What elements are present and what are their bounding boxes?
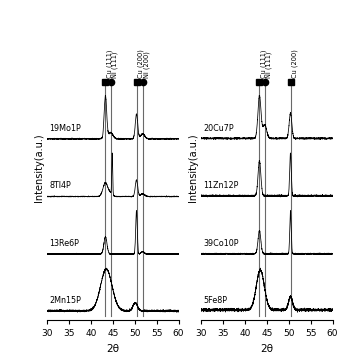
Y-axis label: Intensity(a.u.): Intensity(a.u.) xyxy=(34,133,44,201)
Text: 2Mn15P: 2Mn15P xyxy=(49,296,81,306)
Text: 11Zn12P: 11Zn12P xyxy=(203,181,238,190)
Text: 5Fe8P: 5Fe8P xyxy=(203,296,227,306)
Text: 8TI4P: 8TI4P xyxy=(49,181,71,190)
X-axis label: 2θ: 2θ xyxy=(260,344,273,352)
Text: Ni (111): Ni (111) xyxy=(111,52,118,78)
Text: 19Mo1P: 19Mo1P xyxy=(49,124,81,133)
X-axis label: 2θ: 2θ xyxy=(106,344,119,352)
Text: 13Re6P: 13Re6P xyxy=(49,239,79,248)
Text: 20Cu7P: 20Cu7P xyxy=(203,124,233,133)
Text: 39Co10P: 39Co10P xyxy=(203,239,238,248)
Text: Ni (200): Ni (200) xyxy=(143,52,150,78)
Text: Cu (111): Cu (111) xyxy=(260,50,267,78)
Text: Cu (200): Cu (200) xyxy=(291,50,298,78)
Text: Cu (200): Cu (200) xyxy=(137,50,144,78)
Y-axis label: Intensity(a.u.): Intensity(a.u.) xyxy=(188,133,198,201)
Text: Ni (111): Ni (111) xyxy=(265,52,272,78)
Text: Cu (111): Cu (111) xyxy=(106,50,113,78)
